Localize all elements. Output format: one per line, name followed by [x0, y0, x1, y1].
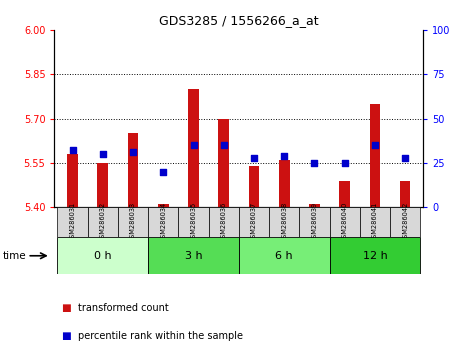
- Bar: [390, 207, 420, 237]
- Text: GSM286040: GSM286040: [342, 202, 348, 242]
- Point: [341, 160, 349, 166]
- Bar: [209, 207, 239, 237]
- Text: GSM286033: GSM286033: [130, 202, 136, 242]
- Bar: [309, 204, 320, 207]
- Bar: [178, 207, 209, 237]
- Point: [280, 153, 288, 159]
- Bar: [340, 181, 350, 207]
- Text: percentile rank within the sample: percentile rank within the sample: [78, 331, 243, 341]
- Text: 0 h: 0 h: [94, 251, 112, 261]
- Text: GSM286039: GSM286039: [311, 202, 317, 242]
- Bar: [219, 119, 229, 207]
- Bar: [239, 237, 330, 274]
- Bar: [279, 160, 289, 207]
- Bar: [67, 154, 78, 207]
- Text: GSM286041: GSM286041: [372, 202, 378, 242]
- Text: ■: ■: [61, 331, 71, 341]
- Text: GSM286038: GSM286038: [281, 202, 287, 242]
- Text: 12 h: 12 h: [363, 251, 387, 261]
- Text: transformed count: transformed count: [78, 303, 169, 313]
- Bar: [148, 207, 178, 237]
- Bar: [128, 133, 138, 207]
- Bar: [239, 207, 269, 237]
- Point: [250, 155, 258, 160]
- Bar: [88, 207, 118, 237]
- Point: [129, 149, 137, 155]
- Bar: [249, 166, 259, 207]
- Bar: [118, 207, 148, 237]
- Point: [311, 160, 318, 166]
- Text: GDS3285 / 1556266_a_at: GDS3285 / 1556266_a_at: [159, 14, 319, 27]
- Text: time: time: [2, 251, 26, 261]
- Point: [99, 151, 106, 157]
- Bar: [188, 89, 199, 207]
- Point: [69, 148, 76, 153]
- Text: GSM286035: GSM286035: [191, 202, 196, 242]
- Bar: [57, 207, 88, 237]
- Bar: [158, 204, 168, 207]
- Bar: [370, 104, 380, 207]
- Bar: [400, 181, 411, 207]
- Bar: [97, 163, 108, 207]
- Point: [220, 142, 228, 148]
- Point: [190, 142, 197, 148]
- Text: GSM286036: GSM286036: [221, 202, 227, 242]
- Bar: [57, 237, 148, 274]
- Bar: [269, 207, 299, 237]
- Bar: [360, 207, 390, 237]
- Point: [402, 155, 409, 160]
- Text: GSM286032: GSM286032: [100, 202, 106, 242]
- Bar: [299, 207, 330, 237]
- Bar: [330, 207, 360, 237]
- Text: GSM286031: GSM286031: [70, 202, 76, 242]
- Text: GSM286034: GSM286034: [160, 202, 166, 242]
- Bar: [148, 237, 239, 274]
- Point: [159, 169, 167, 175]
- Point: [371, 142, 379, 148]
- Text: 3 h: 3 h: [184, 251, 202, 261]
- Bar: [330, 237, 420, 274]
- Text: 6 h: 6 h: [275, 251, 293, 261]
- Text: GSM286042: GSM286042: [402, 202, 408, 242]
- Text: GSM286037: GSM286037: [251, 202, 257, 242]
- Text: ■: ■: [61, 303, 71, 313]
